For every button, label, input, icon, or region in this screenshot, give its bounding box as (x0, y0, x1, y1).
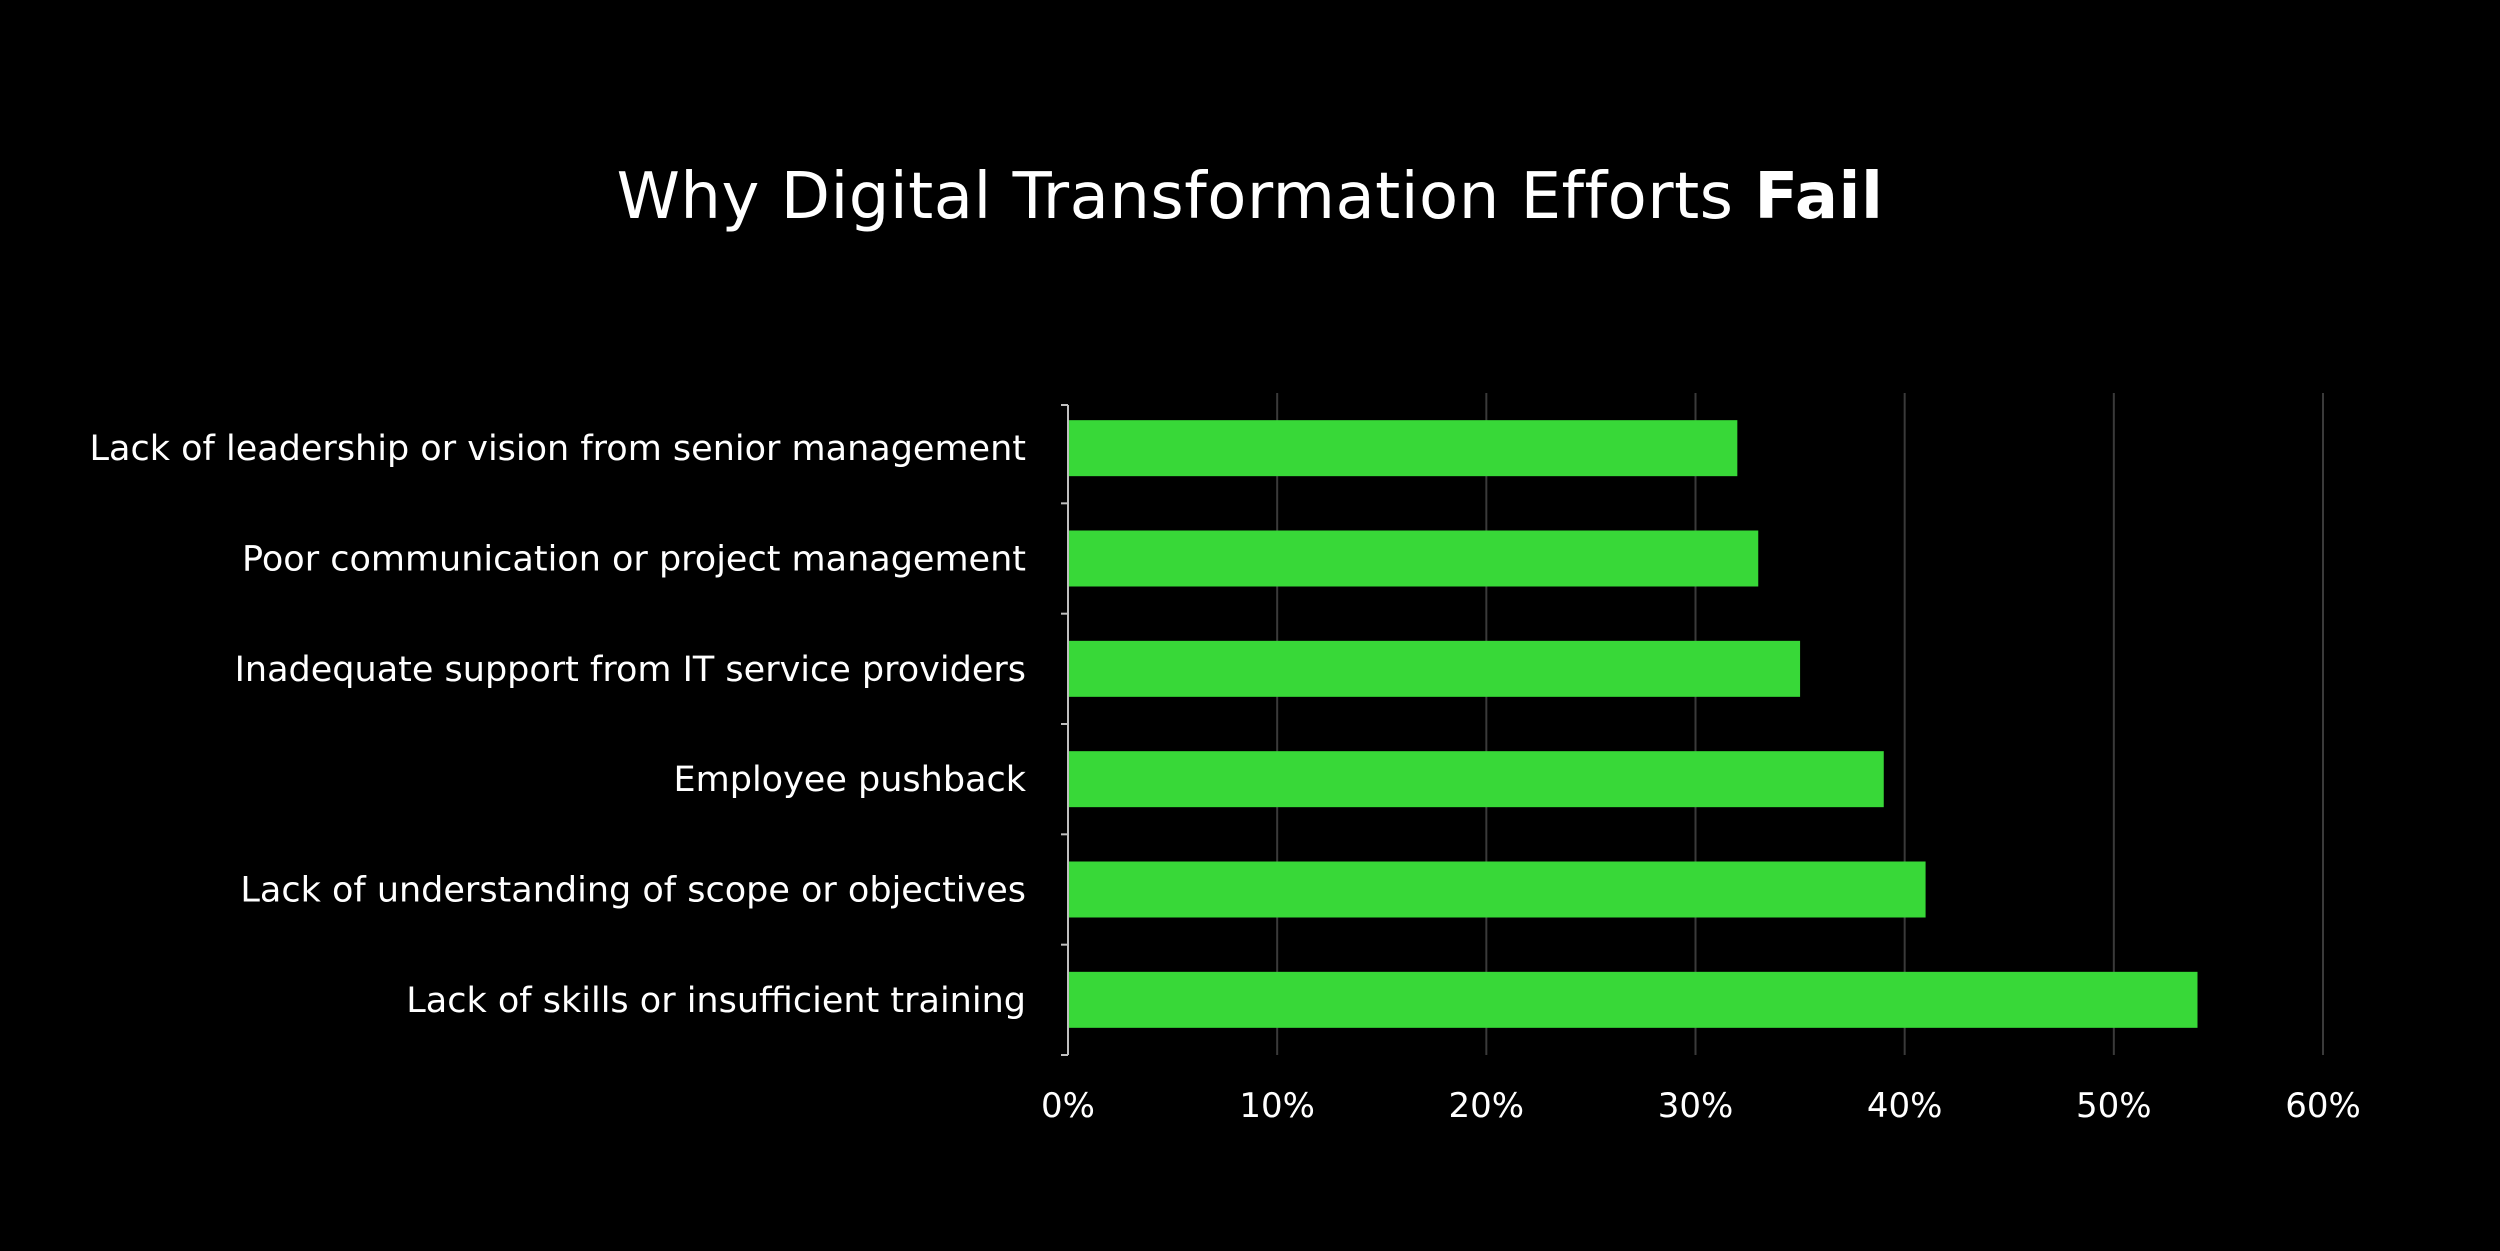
x-tick-label: 10% (1239, 1086, 1315, 1126)
gridlines (1276, 393, 2324, 1055)
category-label: Poor communication or project management (242, 540, 1026, 580)
bar (1068, 530, 1759, 587)
y-axis (1061, 404, 1069, 1056)
bar (1068, 640, 1801, 697)
x-tick-label: 40% (1867, 1086, 1943, 1126)
x-tick-labels: 0% 10% 20% 30% 40% 50% 60% (1041, 1086, 2361, 1126)
x-tick-label: 60% (2285, 1086, 2361, 1126)
chart-title-emphasis: Fail (1754, 160, 1884, 234)
bars (1068, 420, 2198, 1028)
x-tick-label: 20% (1449, 1086, 1525, 1126)
category-label: Employee pushback (674, 760, 1027, 800)
x-tick-label: 30% (1658, 1086, 1734, 1126)
x-tick-label: 50% (2076, 1086, 2152, 1126)
chart-title: Why Digital Transformation Efforts Fail (0, 160, 2500, 234)
x-tick-label: 0% (1041, 1086, 1095, 1126)
category-label: Lack of understanding of scope or object… (240, 871, 1026, 911)
bar (1068, 861, 1926, 918)
chart-title-text: Why Digital Transformation Efforts (616, 160, 1734, 234)
bar (1068, 971, 2198, 1028)
bar (1068, 751, 1884, 808)
category-labels: Lack of leadership or vision from senior… (90, 429, 1027, 1021)
category-label: Inadequate support from IT service provi… (235, 650, 1026, 690)
category-label: Lack of leadership or vision from senior… (90, 429, 1026, 469)
bar (1068, 420, 1738, 477)
category-label: Lack of skills or insufficient training (406, 981, 1026, 1021)
